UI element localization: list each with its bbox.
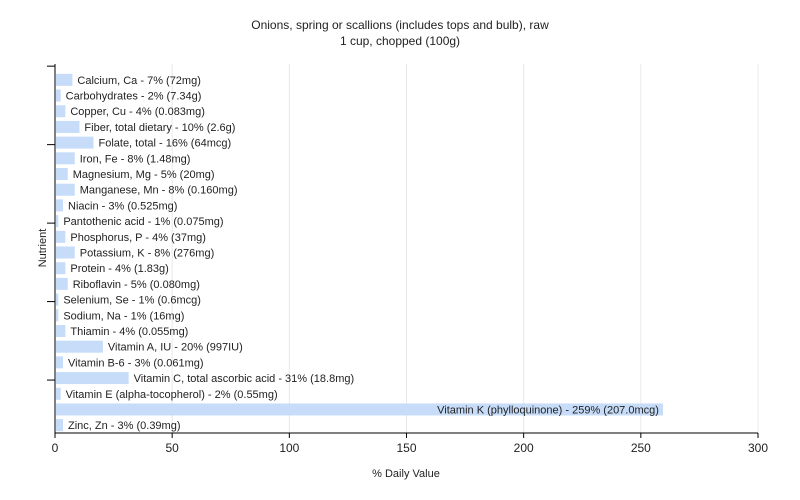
bar-label-3: Fiber, total dietary - 10% (2.6g) — [84, 122, 235, 134]
bar-21 — [56, 403, 663, 416]
bar-4 — [56, 136, 94, 149]
bar-label-15: Sodium, Na - 1% (16mg) — [63, 310, 184, 322]
bar-label-4: Folate, total - 16% (64mcg) — [98, 138, 231, 150]
bar-label-13: Riboflavin - 5% (0.080mg) — [73, 279, 200, 291]
axes: 0 50 100 150 200 250 300 — [47, 64, 768, 455]
bar-9 — [56, 215, 59, 228]
bar-label-6: Magnesium, Mg - 5% (20mg) — [73, 169, 215, 181]
y-axis-label: Nutrient — [37, 229, 49, 268]
x-axis-label: % Daily Value — [372, 468, 440, 480]
bar-label-19: Vitamin C, total ascorbic acid - 31% (18… — [134, 373, 354, 385]
chart-title: Onions, spring or scallions (includes to… — [251, 18, 549, 32]
bar-19 — [56, 372, 129, 385]
x-tick-label-5: 250 — [631, 441, 651, 455]
bar-label-22: Zinc, Zn - 3% (0.39mg) — [68, 420, 180, 432]
bar-20 — [56, 387, 61, 400]
bar-label-2: Copper, Cu - 4% (0.083mg) — [70, 106, 205, 118]
gridlines — [171, 64, 759, 433]
x-tick-label-0: 0 — [52, 441, 59, 455]
bar-label-12: Protein - 4% (1.83g) — [70, 263, 168, 275]
bar-label-10: Phosphorus, P - 4% (37mg) — [70, 232, 206, 244]
bar-12 — [56, 262, 66, 275]
bar-label-5: Iron, Fe - 8% (1.48mg) — [80, 153, 191, 165]
bar-label-16: Thiamin - 4% (0.055mg) — [70, 326, 188, 338]
bar-7 — [56, 183, 75, 196]
bar-8 — [56, 199, 64, 212]
chart-subtitle: 1 cup, chopped (100g) — [340, 34, 460, 48]
bar-3 — [56, 120, 80, 133]
bar-label-1: Carbohydrates - 2% (7.34g) — [66, 91, 202, 103]
x-tick-label-1: 50 — [165, 441, 179, 455]
bar-2 — [56, 105, 66, 118]
bar-6 — [56, 168, 68, 181]
bar-label-7: Manganese, Mn - 8% (0.160mg) — [80, 185, 238, 197]
bar-22 — [56, 419, 64, 432]
bar-1 — [56, 89, 61, 102]
bar-17 — [56, 340, 103, 353]
bar-label-21: Vitamin K (phylloquinone) - 259% (207.0m… — [437, 404, 659, 416]
bar-10 — [56, 230, 66, 243]
bar-0 — [56, 73, 73, 86]
x-tick-label-6: 300 — [748, 441, 768, 455]
bar-label-18: Vitamin B-6 - 3% (0.061mg) — [68, 357, 204, 369]
bar-label-20: Vitamin E (alpha-tocopherol) - 2% (0.55m… — [66, 389, 278, 401]
bar-11 — [56, 246, 75, 259]
x-tick-label-4: 200 — [514, 441, 534, 455]
bar-15 — [56, 309, 59, 322]
bar-label-8: Niacin - 3% (0.525mg) — [68, 200, 177, 212]
bar-label-9: Pantothenic acid - 1% (0.075mg) — [63, 216, 223, 228]
bars: Calcium, Ca - 7% (72mg) Carbohydrates - 2… — [56, 73, 663, 432]
bar-label-14: Selenium, Se - 1% (0.6mcg) — [63, 295, 201, 307]
x-tick-label-3: 150 — [396, 441, 416, 455]
bar-label-11: Potassium, K - 8% (276mg) — [80, 248, 215, 260]
bar-label-17: Vitamin A, IU - 20% (997IU) — [108, 342, 243, 354]
bar-14 — [56, 293, 59, 306]
bar-13 — [56, 277, 68, 290]
bar-label-0: Calcium, Ca - 7% (72mg) — [77, 75, 200, 87]
bar-16 — [56, 324, 66, 337]
x-tick-label-2: 100 — [279, 441, 299, 455]
bar-5 — [56, 152, 75, 165]
bar-18 — [56, 356, 64, 369]
